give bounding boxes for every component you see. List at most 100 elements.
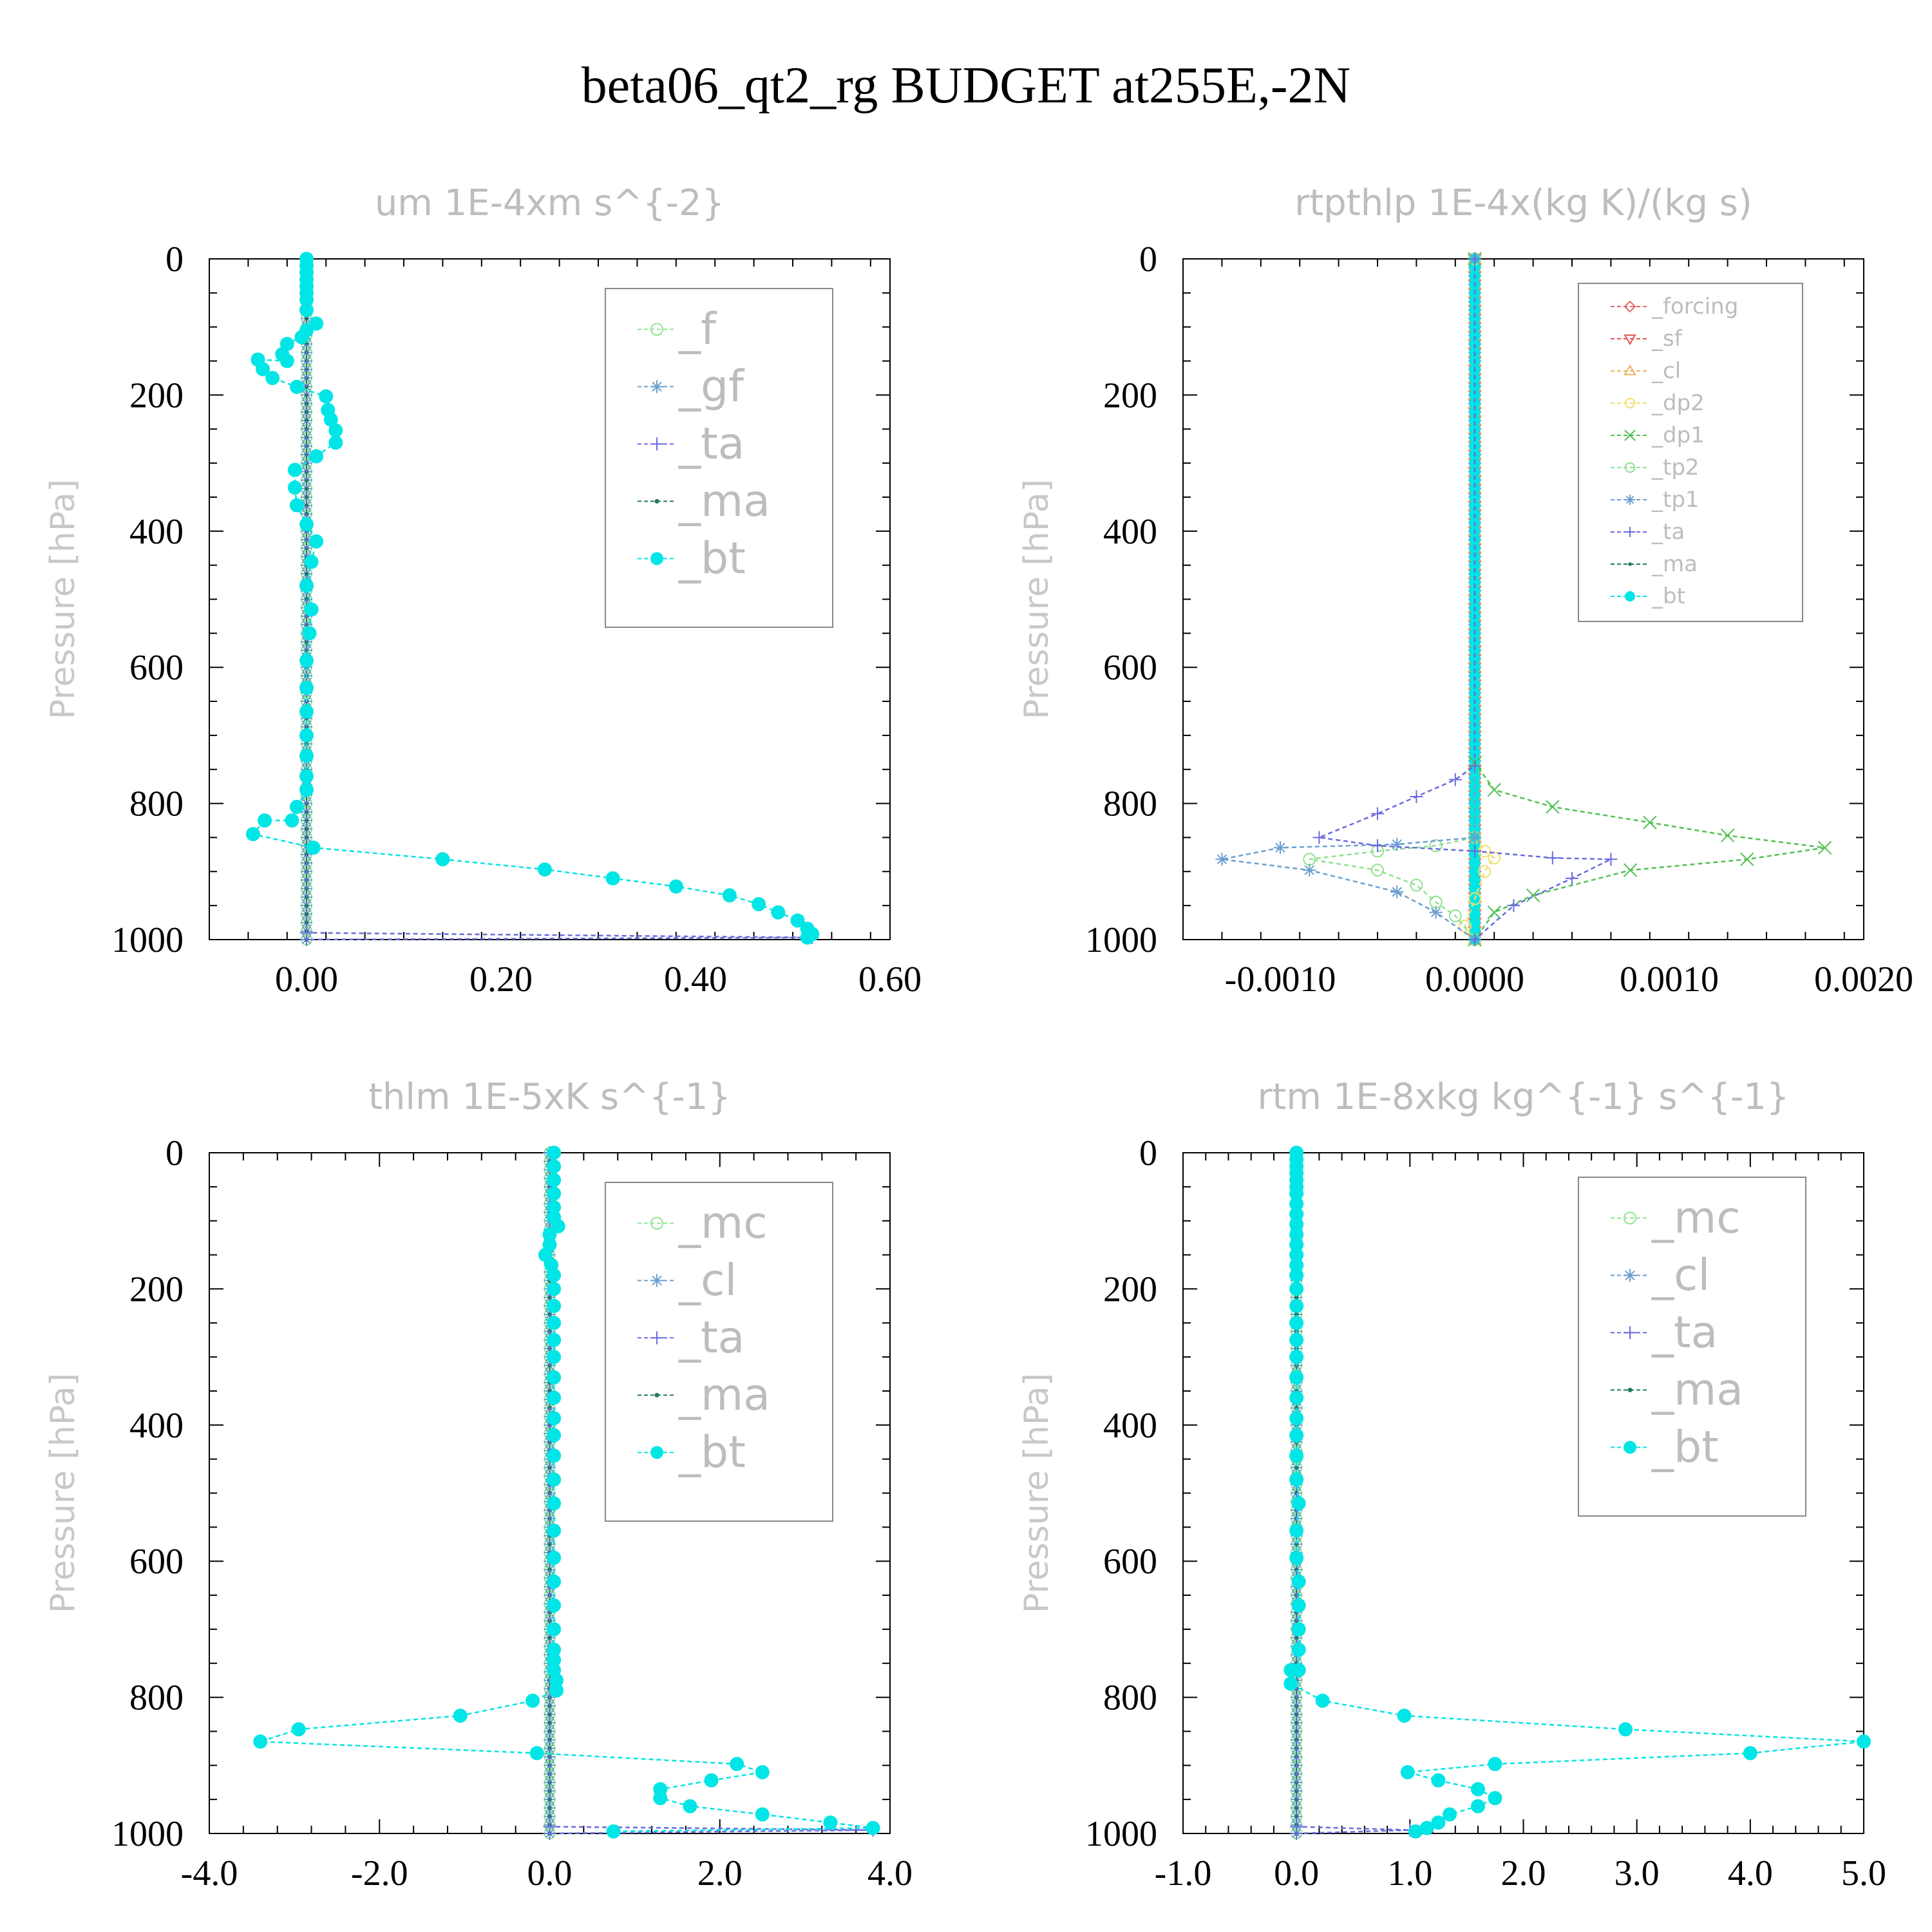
data-point — [1289, 1316, 1304, 1331]
data-point — [453, 1709, 468, 1723]
data-point — [1469, 559, 1481, 571]
data-point — [328, 423, 343, 438]
data-point — [1469, 815, 1481, 827]
y-tick-label: 400 — [129, 512, 184, 552]
legend-label: _mc — [678, 1198, 768, 1249]
legend-label: _ma — [1651, 1365, 1743, 1416]
data-point — [1429, 905, 1443, 919]
data-point — [1408, 1824, 1423, 1839]
page-title: beta06_qt2_rg BUDGET at255E,-2N — [581, 57, 1351, 114]
data-point — [1283, 1663, 1298, 1678]
legend-marker — [1628, 562, 1632, 566]
data-point — [1469, 661, 1481, 674]
y-tick-label: 0 — [166, 1133, 184, 1173]
data-point — [319, 389, 334, 404]
data-point — [1471, 1782, 1486, 1797]
data-point — [304, 912, 309, 916]
panel-thlm: thlm 1E-5xK s^{-1} Pressure [hPa] 0 200 400 6… — [44, 1076, 913, 1893]
x-tick-label: 0.60 — [858, 960, 922, 999]
y-tick-label: 0 — [166, 240, 184, 279]
data-point — [1289, 1390, 1304, 1405]
data-point — [547, 1574, 562, 1589]
data-point — [1546, 851, 1559, 865]
data-point — [1294, 1806, 1299, 1810]
data-point — [1469, 491, 1481, 503]
data-point — [547, 1635, 552, 1640]
data-point — [1469, 874, 1481, 886]
x-tick-label: 0.0000 — [1425, 960, 1524, 999]
legend-marker — [650, 1274, 663, 1287]
data-point — [299, 653, 314, 668]
data-point — [547, 1411, 562, 1426]
data-point — [1294, 1721, 1299, 1725]
data-point — [547, 1738, 552, 1742]
data-point — [289, 799, 304, 814]
x-tick-label: -4.0 — [181, 1853, 238, 1893]
panel-title: thlm 1E-5xK s^{-1} — [368, 1076, 731, 1118]
data-point — [1469, 329, 1481, 341]
panel-title: um 1E-4xm s^{-2} — [375, 182, 724, 224]
panel-title: rtm 1E-8xkg kg^{-1} s^{-1} — [1257, 1076, 1789, 1118]
data-point — [256, 362, 270, 377]
data-point — [1289, 1370, 1304, 1385]
legend-marker — [1625, 495, 1635, 505]
data-point — [1857, 1734, 1871, 1749]
data-point — [1400, 1765, 1415, 1779]
legend-label: _tp2 — [1651, 455, 1700, 480]
data-point — [304, 835, 309, 840]
data-point — [1469, 312, 1481, 325]
data-point — [547, 1448, 562, 1463]
data-point — [790, 913, 805, 928]
y-tick-label: 600 — [129, 1542, 184, 1582]
data-point — [1469, 415, 1481, 427]
data-point — [547, 1173, 562, 1188]
data-point — [547, 1465, 552, 1470]
data-point — [300, 933, 313, 946]
data-point — [1469, 729, 1481, 741]
data-point — [299, 517, 314, 532]
legend-label: _ta — [678, 419, 744, 469]
data-point — [304, 571, 309, 576]
data-point — [1371, 864, 1384, 877]
data-point — [547, 1729, 552, 1734]
data-point — [1419, 1821, 1434, 1835]
data-point — [1618, 1722, 1633, 1737]
data-point — [1294, 1635, 1299, 1640]
data-point — [1469, 304, 1481, 316]
data-point — [1507, 899, 1520, 913]
legend-label: _f — [678, 304, 717, 355]
legend-marker — [650, 1446, 663, 1459]
data-point — [1471, 1799, 1486, 1814]
data-point — [1294, 1295, 1299, 1300]
data-point — [328, 435, 343, 450]
data-point — [1215, 853, 1229, 866]
data-point — [1469, 908, 1481, 920]
y-tick-label: 800 — [129, 784, 184, 824]
series-line — [549, 1153, 873, 1835]
data-point — [755, 1807, 770, 1822]
data-point — [1720, 828, 1735, 842]
data-point — [304, 486, 309, 491]
legend-label: _cl — [1651, 358, 1681, 384]
data-point — [1290, 1827, 1303, 1840]
data-point — [289, 379, 304, 394]
x-tick-label: 0.0020 — [1814, 960, 1913, 999]
y-tick-label: 400 — [129, 1406, 184, 1446]
data-point — [704, 1773, 719, 1788]
data-point — [309, 449, 324, 464]
data-point — [304, 495, 309, 500]
data-point — [1289, 1472, 1304, 1487]
data-point — [547, 1200, 562, 1215]
data-point — [1312, 831, 1326, 844]
data-point — [253, 1734, 268, 1749]
data-point — [1487, 782, 1501, 797]
data-point — [304, 401, 309, 406]
series-line — [305, 259, 813, 941]
data-point — [1487, 905, 1501, 920]
data-point — [547, 1428, 562, 1443]
x-tick-label: 2.0 — [1501, 1853, 1546, 1893]
data-point — [543, 1827, 556, 1840]
series-line — [1309, 259, 1476, 940]
data-point — [1469, 397, 1481, 410]
data-point — [304, 410, 309, 414]
